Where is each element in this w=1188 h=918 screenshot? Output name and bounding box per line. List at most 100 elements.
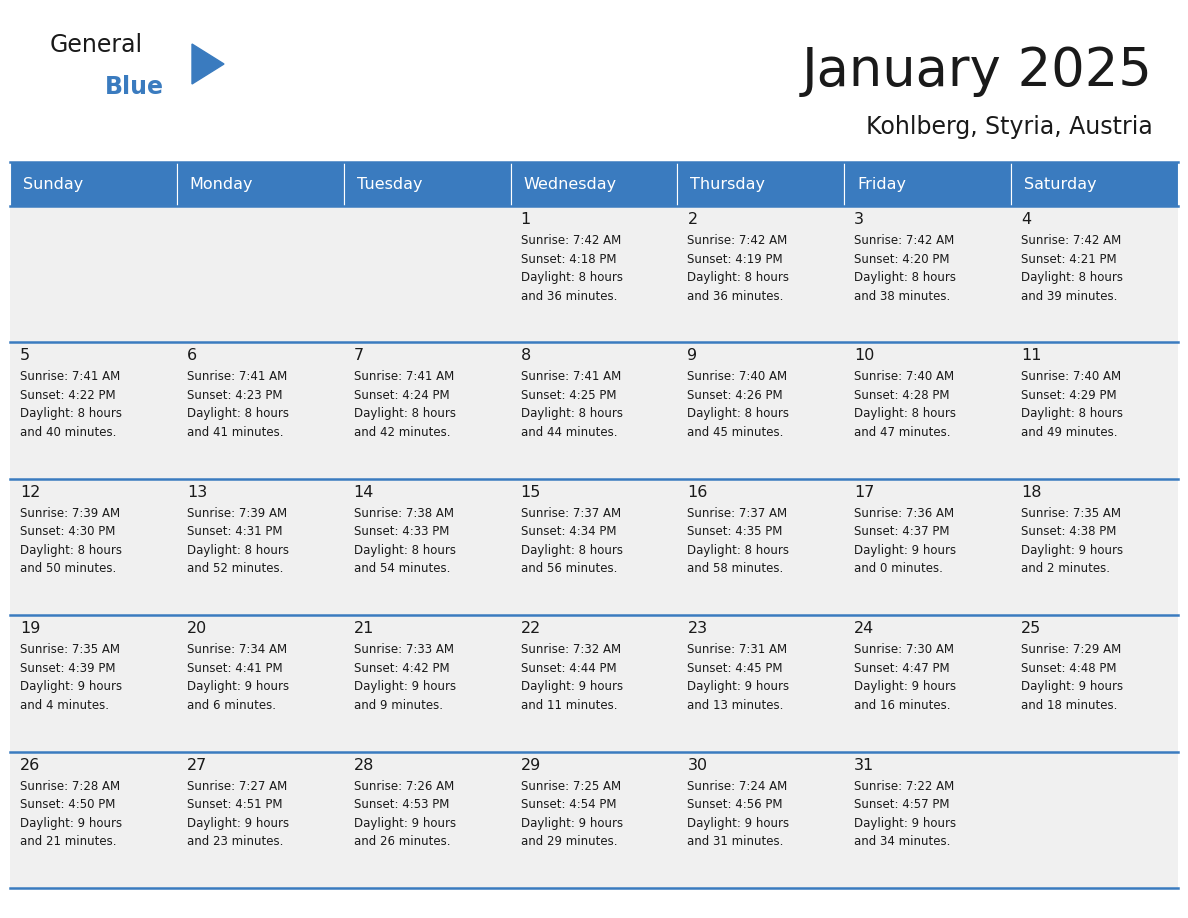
Text: Sunrise: 7:33 AM
Sunset: 4:42 PM
Daylight: 9 hours
and 9 minutes.: Sunrise: 7:33 AM Sunset: 4:42 PM Dayligh… <box>354 644 456 711</box>
Bar <box>343 615 511 752</box>
Bar <box>511 615 677 752</box>
Text: Sunrise: 7:39 AM
Sunset: 4:31 PM
Daylight: 8 hours
and 52 minutes.: Sunrise: 7:39 AM Sunset: 4:31 PM Dayligh… <box>187 507 289 576</box>
Text: 16: 16 <box>688 485 708 499</box>
Bar <box>177 342 343 479</box>
Text: Sunrise: 7:40 AM
Sunset: 4:26 PM
Daylight: 8 hours
and 45 minutes.: Sunrise: 7:40 AM Sunset: 4:26 PM Dayligh… <box>688 370 790 439</box>
Text: Sunday: Sunday <box>23 176 83 192</box>
Bar <box>1011 342 1178 479</box>
Text: Sunrise: 7:29 AM
Sunset: 4:48 PM
Daylight: 9 hours
and 18 minutes.: Sunrise: 7:29 AM Sunset: 4:48 PM Dayligh… <box>1022 644 1124 711</box>
Bar <box>177 752 343 888</box>
Text: 2: 2 <box>688 212 697 227</box>
Bar <box>1011 479 1178 615</box>
Text: Sunrise: 7:39 AM
Sunset: 4:30 PM
Daylight: 8 hours
and 50 minutes.: Sunrise: 7:39 AM Sunset: 4:30 PM Dayligh… <box>20 507 122 576</box>
Bar <box>343 752 511 888</box>
Text: Sunrise: 7:28 AM
Sunset: 4:50 PM
Daylight: 9 hours
and 21 minutes.: Sunrise: 7:28 AM Sunset: 4:50 PM Dayligh… <box>20 779 122 848</box>
Text: Kohlberg, Styria, Austria: Kohlberg, Styria, Austria <box>866 115 1154 139</box>
Text: Sunrise: 7:31 AM
Sunset: 4:45 PM
Daylight: 9 hours
and 13 minutes.: Sunrise: 7:31 AM Sunset: 4:45 PM Dayligh… <box>688 644 790 711</box>
Text: Sunrise: 7:37 AM
Sunset: 4:34 PM
Daylight: 8 hours
and 56 minutes.: Sunrise: 7:37 AM Sunset: 4:34 PM Dayligh… <box>520 507 623 576</box>
Text: Sunrise: 7:41 AM
Sunset: 4:24 PM
Daylight: 8 hours
and 42 minutes.: Sunrise: 7:41 AM Sunset: 4:24 PM Dayligh… <box>354 370 456 439</box>
Bar <box>677 342 845 479</box>
Text: 24: 24 <box>854 621 874 636</box>
Text: 10: 10 <box>854 349 874 364</box>
Text: 18: 18 <box>1022 485 1042 499</box>
Text: 13: 13 <box>187 485 207 499</box>
Bar <box>177 615 343 752</box>
Bar <box>677 752 845 888</box>
Bar <box>511 342 677 479</box>
Text: 5: 5 <box>20 349 30 364</box>
Bar <box>511 752 677 888</box>
Text: 28: 28 <box>354 757 374 773</box>
Text: Sunrise: 7:37 AM
Sunset: 4:35 PM
Daylight: 8 hours
and 58 minutes.: Sunrise: 7:37 AM Sunset: 4:35 PM Dayligh… <box>688 507 790 576</box>
Text: Tuesday: Tuesday <box>356 176 422 192</box>
Text: Sunrise: 7:32 AM
Sunset: 4:44 PM
Daylight: 9 hours
and 11 minutes.: Sunrise: 7:32 AM Sunset: 4:44 PM Dayligh… <box>520 644 623 711</box>
Bar <box>677 615 845 752</box>
Text: Sunrise: 7:41 AM
Sunset: 4:22 PM
Daylight: 8 hours
and 40 minutes.: Sunrise: 7:41 AM Sunset: 4:22 PM Dayligh… <box>20 370 122 439</box>
Bar <box>1011 752 1178 888</box>
Bar <box>177 479 343 615</box>
Text: Thursday: Thursday <box>690 176 765 192</box>
Bar <box>845 206 1011 342</box>
Bar <box>343 162 511 206</box>
Text: 21: 21 <box>354 621 374 636</box>
Text: Sunrise: 7:35 AM
Sunset: 4:39 PM
Daylight: 9 hours
and 4 minutes.: Sunrise: 7:35 AM Sunset: 4:39 PM Dayligh… <box>20 644 122 711</box>
Bar <box>845 615 1011 752</box>
Text: Wednesday: Wednesday <box>524 176 617 192</box>
Text: 1: 1 <box>520 212 531 227</box>
Text: Sunrise: 7:40 AM
Sunset: 4:28 PM
Daylight: 8 hours
and 47 minutes.: Sunrise: 7:40 AM Sunset: 4:28 PM Dayligh… <box>854 370 956 439</box>
Bar <box>845 342 1011 479</box>
Bar <box>10 615 177 752</box>
Bar <box>677 479 845 615</box>
Polygon shape <box>192 44 225 84</box>
Text: Sunrise: 7:41 AM
Sunset: 4:23 PM
Daylight: 8 hours
and 41 minutes.: Sunrise: 7:41 AM Sunset: 4:23 PM Dayligh… <box>187 370 289 439</box>
Text: General: General <box>50 33 143 57</box>
Text: 20: 20 <box>187 621 207 636</box>
Text: Sunrise: 7:42 AM
Sunset: 4:21 PM
Daylight: 8 hours
and 39 minutes.: Sunrise: 7:42 AM Sunset: 4:21 PM Dayligh… <box>1022 234 1123 303</box>
Text: Sunrise: 7:24 AM
Sunset: 4:56 PM
Daylight: 9 hours
and 31 minutes.: Sunrise: 7:24 AM Sunset: 4:56 PM Dayligh… <box>688 779 790 848</box>
Text: Sunrise: 7:35 AM
Sunset: 4:38 PM
Daylight: 9 hours
and 2 minutes.: Sunrise: 7:35 AM Sunset: 4:38 PM Dayligh… <box>1022 507 1124 576</box>
Bar <box>10 162 177 206</box>
Text: Sunrise: 7:26 AM
Sunset: 4:53 PM
Daylight: 9 hours
and 26 minutes.: Sunrise: 7:26 AM Sunset: 4:53 PM Dayligh… <box>354 779 456 848</box>
Bar <box>1011 162 1178 206</box>
Text: 8: 8 <box>520 349 531 364</box>
Text: 22: 22 <box>520 621 541 636</box>
Text: Sunrise: 7:41 AM
Sunset: 4:25 PM
Daylight: 8 hours
and 44 minutes.: Sunrise: 7:41 AM Sunset: 4:25 PM Dayligh… <box>520 370 623 439</box>
Text: Sunrise: 7:27 AM
Sunset: 4:51 PM
Daylight: 9 hours
and 23 minutes.: Sunrise: 7:27 AM Sunset: 4:51 PM Dayligh… <box>187 779 289 848</box>
Bar <box>10 479 177 615</box>
Bar <box>1011 615 1178 752</box>
Text: Sunrise: 7:34 AM
Sunset: 4:41 PM
Daylight: 9 hours
and 6 minutes.: Sunrise: 7:34 AM Sunset: 4:41 PM Dayligh… <box>187 644 289 711</box>
Bar <box>343 479 511 615</box>
Bar <box>511 206 677 342</box>
Text: 23: 23 <box>688 621 708 636</box>
Text: 3: 3 <box>854 212 865 227</box>
Bar <box>511 479 677 615</box>
Text: 19: 19 <box>20 621 40 636</box>
Bar <box>845 752 1011 888</box>
Text: Sunrise: 7:42 AM
Sunset: 4:19 PM
Daylight: 8 hours
and 36 minutes.: Sunrise: 7:42 AM Sunset: 4:19 PM Dayligh… <box>688 234 790 303</box>
Bar <box>10 342 177 479</box>
Bar <box>10 752 177 888</box>
Bar <box>845 162 1011 206</box>
Text: 30: 30 <box>688 757 708 773</box>
Text: January 2025: January 2025 <box>802 45 1154 97</box>
Text: Sunrise: 7:42 AM
Sunset: 4:20 PM
Daylight: 8 hours
and 38 minutes.: Sunrise: 7:42 AM Sunset: 4:20 PM Dayligh… <box>854 234 956 303</box>
Text: Monday: Monday <box>190 176 253 192</box>
Text: 11: 11 <box>1022 349 1042 364</box>
Text: 9: 9 <box>688 349 697 364</box>
Bar <box>1011 206 1178 342</box>
Bar <box>845 479 1011 615</box>
Bar <box>10 206 177 342</box>
Text: 6: 6 <box>187 349 197 364</box>
Text: 12: 12 <box>20 485 40 499</box>
Text: Sunrise: 7:42 AM
Sunset: 4:18 PM
Daylight: 8 hours
and 36 minutes.: Sunrise: 7:42 AM Sunset: 4:18 PM Dayligh… <box>520 234 623 303</box>
Text: 29: 29 <box>520 757 541 773</box>
Text: Friday: Friday <box>858 176 906 192</box>
Text: Sunrise: 7:25 AM
Sunset: 4:54 PM
Daylight: 9 hours
and 29 minutes.: Sunrise: 7:25 AM Sunset: 4:54 PM Dayligh… <box>520 779 623 848</box>
Text: Sunrise: 7:30 AM
Sunset: 4:47 PM
Daylight: 9 hours
and 16 minutes.: Sunrise: 7:30 AM Sunset: 4:47 PM Dayligh… <box>854 644 956 711</box>
Text: 15: 15 <box>520 485 541 499</box>
Text: 25: 25 <box>1022 621 1042 636</box>
Bar <box>177 162 343 206</box>
Text: 14: 14 <box>354 485 374 499</box>
Text: Sunrise: 7:38 AM
Sunset: 4:33 PM
Daylight: 8 hours
and 54 minutes.: Sunrise: 7:38 AM Sunset: 4:33 PM Dayligh… <box>354 507 456 576</box>
Text: Sunrise: 7:22 AM
Sunset: 4:57 PM
Daylight: 9 hours
and 34 minutes.: Sunrise: 7:22 AM Sunset: 4:57 PM Dayligh… <box>854 779 956 848</box>
